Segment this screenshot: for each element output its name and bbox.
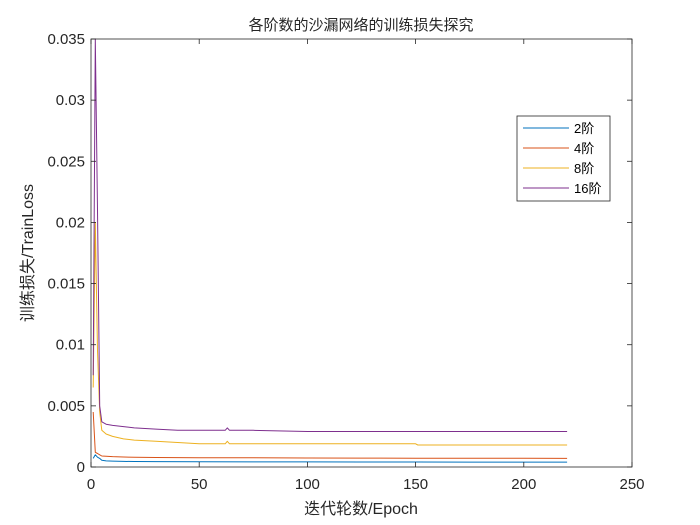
x-tick-label-2: 100: [295, 476, 320, 493]
y-axis-label: 训练损失/TrainLoss: [19, 184, 37, 322]
y-tick-label-6: 0.03: [56, 92, 85, 109]
series-line-0: [92, 454, 568, 463]
y-tick-label-4: 0.02: [56, 214, 85, 231]
y-tick-label-2: 0.01: [56, 337, 85, 354]
legend-label-2: 8阶: [574, 161, 594, 176]
x-tick-label-0: 0: [87, 476, 95, 493]
legend-label-3: 16阶: [574, 181, 601, 196]
series-line-1: [92, 411, 568, 459]
series-layer: [92, 38, 568, 463]
x-tick-label-4: 200: [511, 476, 536, 493]
series-line-2: [92, 221, 568, 446]
y-tick-label-5: 0.025: [47, 153, 85, 170]
y-tick-label-7: 0.035: [47, 31, 85, 48]
axes-box: [90, 38, 633, 468]
y-tick-label-1: 0.005: [47, 398, 85, 415]
y-tick-label-3: 0.015: [47, 276, 85, 293]
x-axis-label: 迭代轮数/Epoch: [304, 500, 418, 518]
y-tick-label-0: 0: [77, 459, 85, 476]
axes-layer: 0 50 100 150 200 250 0 0.005 0.01 0.015 0.02 0.025 0…: [47, 31, 644, 493]
x-tick-label-3: 150: [403, 476, 428, 493]
x-tick-label-5: 250: [619, 476, 644, 493]
legend: 2阶 4阶 8阶 16阶: [516, 115, 611, 202]
x-tick-label-1: 50: [191, 476, 208, 493]
legend-label-0: 2阶: [574, 121, 594, 136]
legend-box: [516, 115, 611, 202]
series-line-3: [92, 38, 568, 432]
chart-title: 各阶数的沙漏网络的训练损失探究: [248, 17, 473, 34]
legend-label-1: 4阶: [574, 141, 594, 156]
plot-area: [91, 39, 632, 467]
